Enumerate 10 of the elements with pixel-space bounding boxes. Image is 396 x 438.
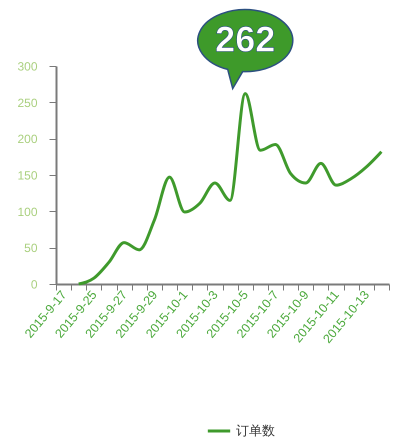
- y-tick-label: 300: [17, 60, 38, 74]
- y-tick-label: 100: [17, 204, 38, 219]
- y-tick-label: 150: [17, 168, 38, 182]
- annotation: 262: [215, 18, 276, 60]
- line-series: [77, 92, 383, 286]
- y-tick-label: 200: [17, 132, 38, 146]
- y-tick-label: 250: [17, 96, 38, 110]
- y-tick-label: 50: [24, 241, 38, 256]
- y-tick-label: 0: [30, 278, 38, 292]
- legend-label: 订单数: [236, 423, 275, 438]
